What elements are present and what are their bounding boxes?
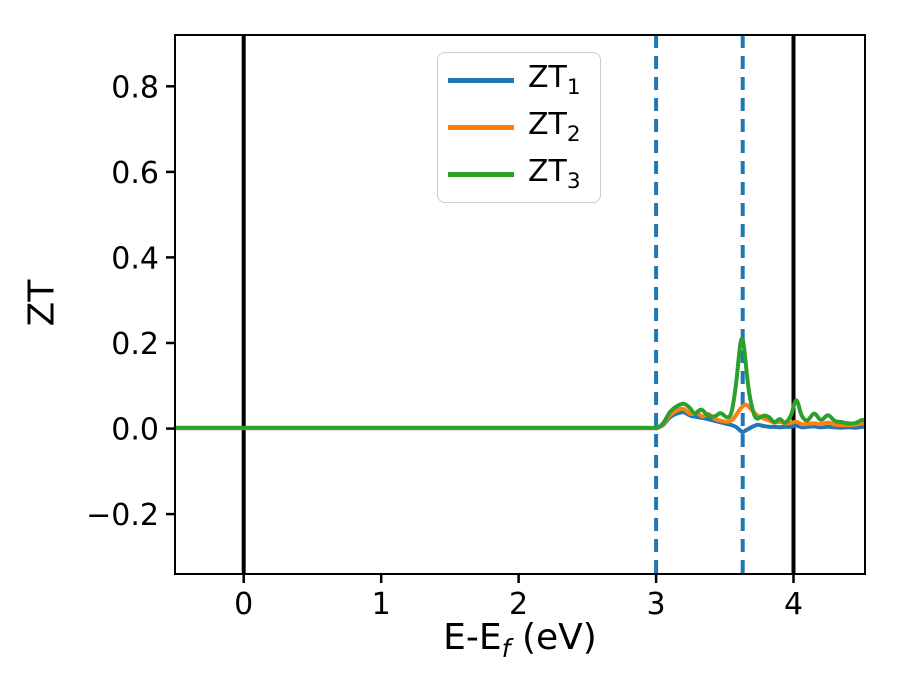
y-tick-label: 0.8 — [111, 70, 159, 105]
y-axis-label-text: ZT — [21, 279, 63, 327]
legend-label-zt3: ZT3 — [528, 153, 581, 194]
y-tick-label: 0.0 — [111, 413, 159, 448]
x-axis-label-subscript: f — [501, 634, 511, 664]
y-axis-label: ZT — [22, 280, 63, 327]
x-axis-label-suffix: (eV) — [510, 616, 597, 658]
legend-label-zt2: ZT2 — [528, 106, 581, 147]
x-tick-label: 0 — [234, 587, 253, 622]
x-tick-label: 4 — [784, 587, 803, 622]
legend: ZT1 ZT2 ZT3 — [437, 52, 601, 203]
legend-entry-zt1: ZT1 — [448, 59, 600, 100]
legend-line-swatch-zt2 — [448, 125, 514, 130]
y-tick-label: 0.4 — [111, 241, 159, 276]
x-axis-label-prefix: E-E — [443, 616, 502, 658]
legend-line-swatch-zt1 — [448, 78, 514, 83]
legend-label-zt1: ZT1 — [528, 59, 581, 100]
x-tick-label: 3 — [647, 587, 666, 622]
x-tick-label: 1 — [372, 587, 391, 622]
series-line-zt3 — [175, 336, 865, 431]
y-tick-label: 0.2 — [111, 327, 159, 362]
plot-border — [174, 34, 866, 575]
y-tick-label: 0.6 — [111, 156, 159, 191]
legend-line-swatch-zt3 — [448, 172, 514, 177]
x-tick-label: 2 — [509, 587, 528, 622]
legend-entry-zt3: ZT3 — [448, 153, 600, 194]
legend-entry-zt2: ZT2 — [448, 106, 600, 147]
x-axis-label: E-Ef (eV) — [443, 617, 597, 663]
y-tick-label: −0.2 — [86, 498, 159, 533]
